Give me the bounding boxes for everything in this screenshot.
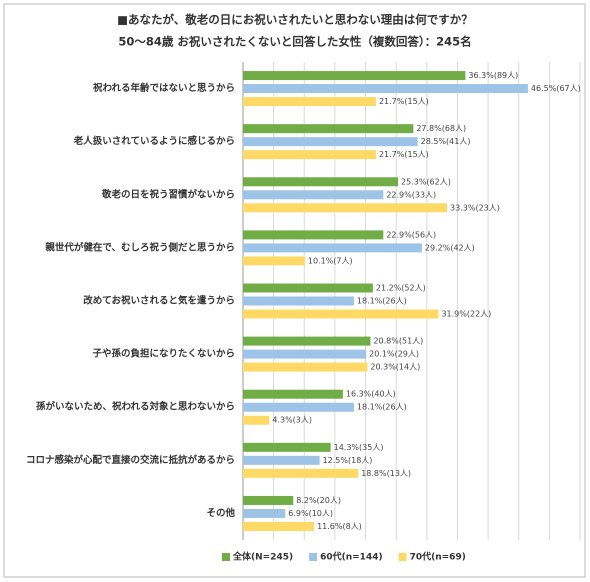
value-label: 8.2%(20人)	[296, 496, 341, 505]
legend-swatch	[399, 553, 407, 561]
value-label: 20.3%(14人)	[370, 363, 420, 372]
bar	[243, 71, 465, 80]
category-label: 祝われる年齢ではないと思うから	[93, 82, 235, 94]
bar	[243, 363, 367, 372]
page: ■あなたが、敬老の日にお祝いされたいと思わない理由は何ですか？ 50～84歳 お…	[0, 0, 590, 582]
category-label: 老人扱いされているように感じるから	[73, 135, 235, 147]
bar	[243, 150, 376, 159]
value-label: 12.5%(18人)	[323, 456, 373, 465]
value-label: 33.3%(23人)	[450, 203, 500, 212]
value-label: 21.7%(15人)	[379, 97, 429, 106]
bar	[243, 456, 320, 465]
bar	[243, 443, 331, 452]
value-label: 18.8%(13人)	[361, 469, 411, 478]
bar	[243, 337, 370, 346]
bar	[243, 256, 305, 265]
value-label: 14.3%(35人)	[334, 443, 384, 452]
bar	[243, 230, 383, 239]
bar	[243, 284, 373, 293]
category-label: 子や孫の負担になりたくないから	[92, 348, 235, 360]
value-label: 10.1%(7人)	[308, 256, 353, 265]
bar	[243, 243, 422, 252]
chart-title: ■あなたが、敬老の日にお祝いされたいと思わない理由は何ですか？	[117, 13, 473, 27]
legend-swatch	[309, 553, 317, 561]
bar	[243, 416, 269, 425]
value-label: 36.3%(89人)	[468, 71, 518, 80]
value-label: 46.5%(67人)	[531, 84, 581, 93]
legend-label: 60代(n=144)	[320, 551, 383, 563]
bar	[243, 297, 354, 306]
legend-label: 70代(n=69)	[410, 551, 466, 563]
value-label: 31.9%(22人)	[441, 310, 491, 319]
bar	[243, 177, 398, 186]
value-label: 29.2%(42人)	[425, 243, 475, 252]
value-label: 16.3%(40人)	[346, 390, 396, 399]
category-label: 改めてお祝いされると気を遣うから	[83, 295, 235, 307]
value-label: 28.5%(41人)	[421, 137, 471, 146]
value-label: 20.8%(51人)	[373, 337, 423, 346]
legend-swatch	[222, 553, 230, 561]
value-label: 22.9%(56人)	[386, 230, 436, 239]
category-label: 敬老の日を祝う習慣がないから	[101, 188, 235, 200]
value-label: 25.3%(62人)	[401, 177, 451, 186]
value-label: 11.6%(8人)	[317, 522, 362, 531]
bar	[243, 390, 343, 399]
category-label: 親世代が健在で、むしろ祝う側だと思うから	[45, 241, 235, 253]
category-label: 孫がいないため、祝われる対象と思わないから	[36, 401, 235, 413]
value-label: 27.8%(68人)	[416, 124, 466, 133]
value-label: 18.1%(26人)	[357, 297, 407, 306]
bar	[243, 190, 383, 199]
chart: ■あなたが、敬老の日にお祝いされたいと思わない理由は何ですか？ 50～84歳 お…	[0, 0, 590, 582]
value-label: 20.1%(29人)	[369, 350, 419, 359]
bar	[243, 137, 418, 146]
category-label: その他	[206, 507, 235, 519]
bar	[243, 124, 413, 133]
value-label: 22.9%(33人)	[386, 190, 436, 199]
bar	[243, 522, 314, 531]
bar	[243, 310, 438, 319]
value-label: 21.2%(52人)	[376, 284, 426, 293]
bar	[243, 350, 366, 359]
value-label: 6.9%(10人)	[288, 509, 333, 518]
chart-subtitle: 50～84歳 お祝いされたくないと回答した女性（複数回答）：245名	[118, 35, 471, 49]
value-label: 18.1%(26人)	[357, 403, 407, 412]
legend-label: 全体(N=245)	[232, 551, 293, 563]
value-label: 4.3%(3人)	[272, 416, 312, 425]
category-label: コロナ感染が心配で直接の交流に抵抗があるから	[26, 454, 235, 466]
bar	[243, 203, 447, 212]
bar	[243, 403, 354, 412]
bar	[243, 509, 285, 518]
bar	[243, 469, 358, 478]
bar	[243, 84, 528, 93]
bar	[243, 496, 293, 505]
value-label: 21.7%(15人)	[379, 150, 429, 159]
bar	[243, 97, 376, 106]
